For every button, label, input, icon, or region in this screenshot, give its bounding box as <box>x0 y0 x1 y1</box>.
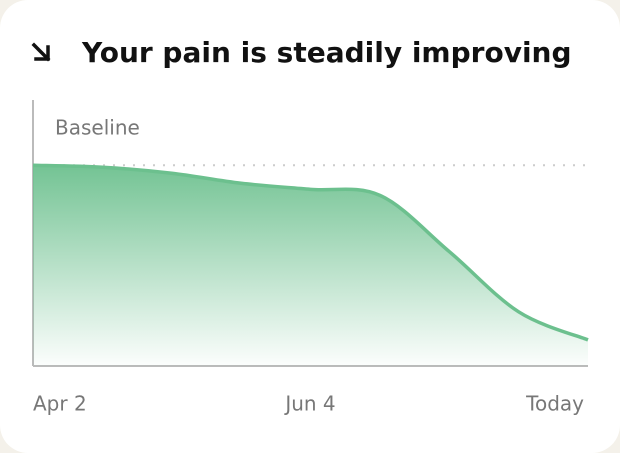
x-tick-label: Apr 2 <box>33 392 87 416</box>
chart-title: Your pain is steadily improving <box>81 36 572 69</box>
area-fill <box>33 165 588 366</box>
x-tick-label: Jun 4 <box>283 392 335 416</box>
x-tick-label: Today <box>525 392 584 416</box>
baseline-label: Baseline <box>55 116 140 140</box>
area-line <box>32 163 589 342</box>
trend-icon <box>31 42 51 62</box>
